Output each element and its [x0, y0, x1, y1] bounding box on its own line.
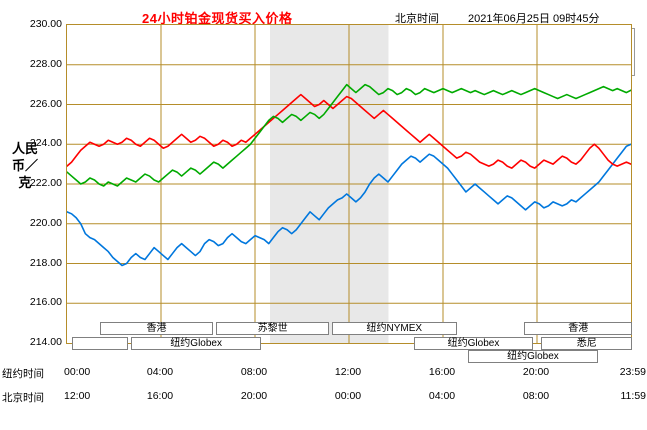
chart-series-line — [67, 93, 631, 169]
session-bar: 香港 — [99, 322, 214, 335]
y-axis-tick-label: 216.00 — [29, 296, 62, 309]
x-axis-tick-bj: 04:00 — [428, 390, 456, 402]
x-axis-row-bj: 北京时间 12:00 16:00 20:00 00:00 04:00 08:00 11:59 — [0, 390, 647, 406]
y-axis-title-text: 人民币／克 — [12, 141, 39, 190]
y-axis-tick-label: 222.00 — [29, 177, 62, 189]
y-axis-tick-label: 230.00 — [29, 18, 62, 30]
session-bar: 香港 — [524, 322, 632, 335]
x-axis-tick-ny: 23:59 — [619, 366, 646, 378]
x-axis-tick-ny: 16:00 — [428, 366, 456, 378]
session-bar-label: 香港 — [146, 323, 167, 334]
session-bar: 纽约Globex — [414, 337, 533, 350]
session-bar-label: 苏黎世 — [257, 323, 288, 334]
y-axis-tick-label: 226.00 — [29, 97, 62, 110]
y-axis-tick-label: 224.00 — [29, 137, 62, 150]
session-bar: 纽约NYMEX — [332, 322, 457, 335]
y-axis-tick-label: 214.00 — [29, 336, 62, 348]
timezone-label: 北京时间 — [395, 13, 439, 25]
session-bar-label: 纽约Globex — [170, 338, 222, 349]
x-axis-tick-bj: 20:00 — [240, 390, 268, 402]
y-axis-title: 人民币／克 — [12, 140, 38, 191]
x-axis-tick-ny: 12:00 — [334, 366, 362, 378]
x-axis-tick-ny: 00:00 — [64, 366, 91, 378]
session-bar — [71, 337, 129, 350]
chart-svg — [67, 25, 631, 343]
session-bar-label: 悉尼 — [576, 338, 597, 349]
x-axis-tick-ny: 08:00 — [240, 366, 268, 378]
page-title: 24小时铂金现货买入价格 — [142, 11, 293, 26]
x-axis-tick-bj: 12:00 — [64, 390, 91, 402]
chart-series-line — [67, 83, 631, 187]
x-axis-row-label-bj: 北京时间 — [2, 392, 44, 404]
chart-plot-area — [66, 24, 632, 344]
x-axis-tick-bj: 11:59 — [620, 390, 647, 402]
trading-sessions: 香港 苏黎世 纽约NYMEX 香港 纽约Globex 纽约Globex 悉尼 纽约Globex — [66, 320, 632, 364]
y-axis-tick-label: 220.00 — [29, 216, 62, 229]
x-axis-tick-bj: 00:00 — [334, 390, 362, 402]
x-axis-row-label-ny: 纽约时间 — [2, 368, 44, 380]
session-bar-label: 纽约Globex — [447, 338, 500, 349]
session-bar-label: 香港 — [568, 323, 589, 334]
session-bar: 纽约Globex — [131, 337, 262, 350]
x-axis-tick-ny: 20:00 — [522, 366, 550, 378]
x-axis-row-ny: 纽约时间 00:00 04:00 08:00 12:00 16:00 20:00 23:59 — [0, 366, 647, 382]
x-axis-tick-bj: 16:00 — [146, 390, 174, 402]
session-bar: 苏黎世 — [215, 322, 330, 335]
session-bar-label: 纽约Globex — [507, 351, 559, 362]
session-bar-label: 纽约NYMEX — [366, 323, 423, 334]
x-axis-tick-ny: 04:00 — [146, 366, 174, 378]
timestamp: 2021年06月25日 09时45分 — [468, 13, 600, 25]
chart-series-line — [67, 143, 631, 267]
x-axis-tick-bj: 08:00 — [522, 390, 550, 402]
y-axis-tick-label: 228.00 — [29, 57, 62, 70]
session-bar: 悉尼 — [541, 337, 632, 350]
session-bar: 纽约Globex — [467, 350, 599, 363]
y-axis-tick-label: 218.00 — [29, 256, 62, 269]
